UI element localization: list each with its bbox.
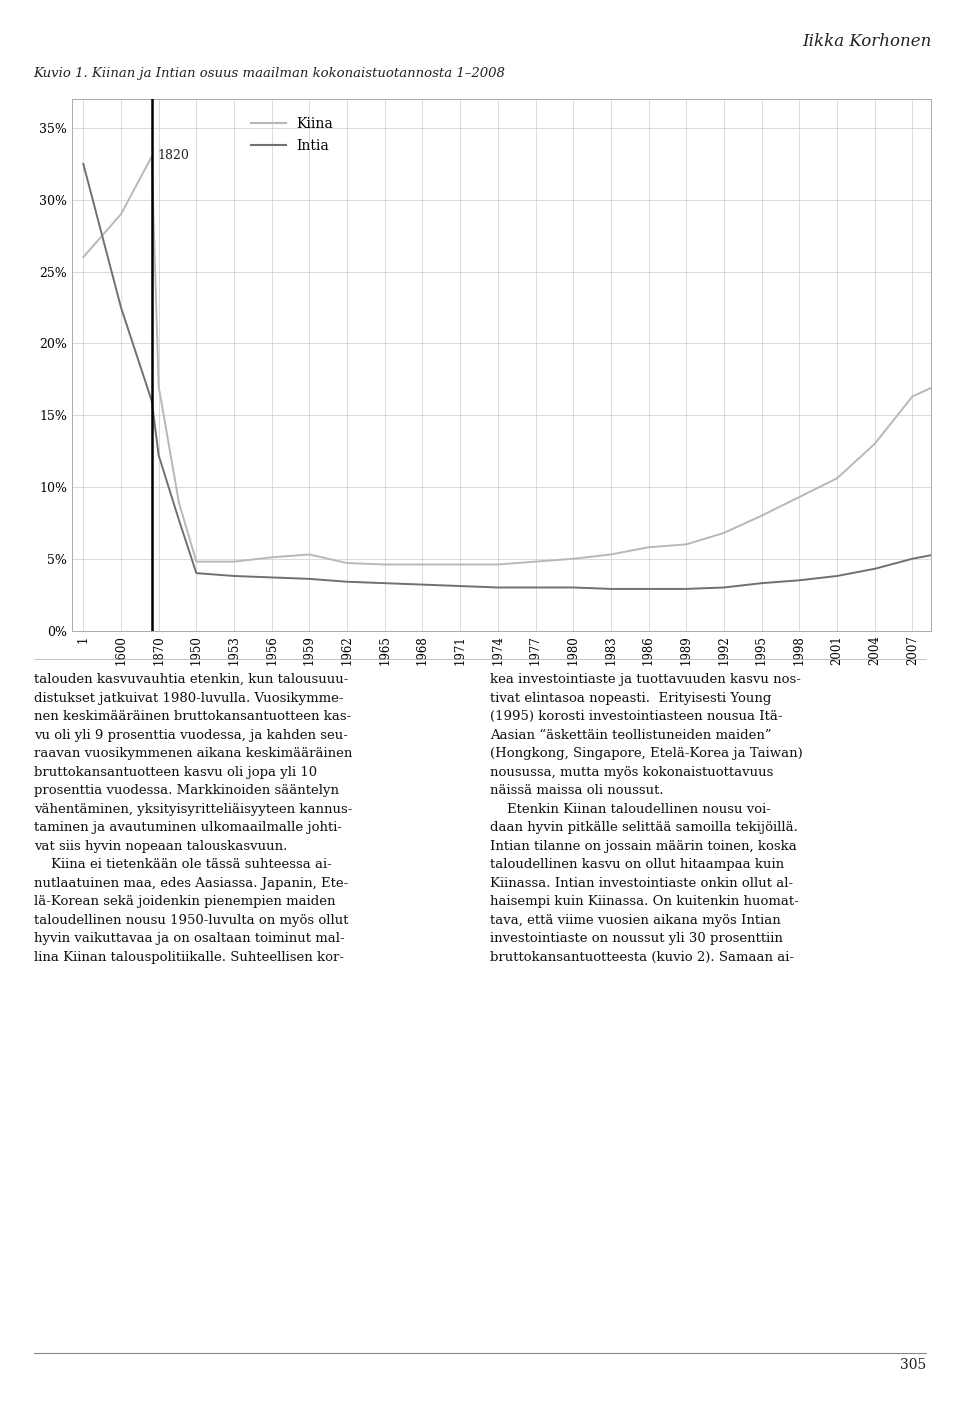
Text: 1820: 1820 xyxy=(157,149,189,163)
Text: kea investointiaste ja tuottavuuden kasvu nos-
tivat elintasoa nopeasti.  Erityi: kea investointiaste ja tuottavuuden kasv… xyxy=(490,673,803,964)
Legend: Kiina, Intia: Kiina, Intia xyxy=(251,116,333,153)
Text: 305: 305 xyxy=(900,1357,926,1372)
Text: talouden kasvuvauhtia etenkin, kun talousuuu-
distukset jatkuivat 1980-luvulla. : talouden kasvuvauhtia etenkin, kun talou… xyxy=(34,673,352,964)
Text: Kuvio 1. Kiinan ja Intian osuus maailman kokonaistuotannosta 1–2008: Kuvio 1. Kiinan ja Intian osuus maailman… xyxy=(34,67,506,79)
Text: Iikka Korhonen: Iikka Korhonen xyxy=(802,33,931,50)
